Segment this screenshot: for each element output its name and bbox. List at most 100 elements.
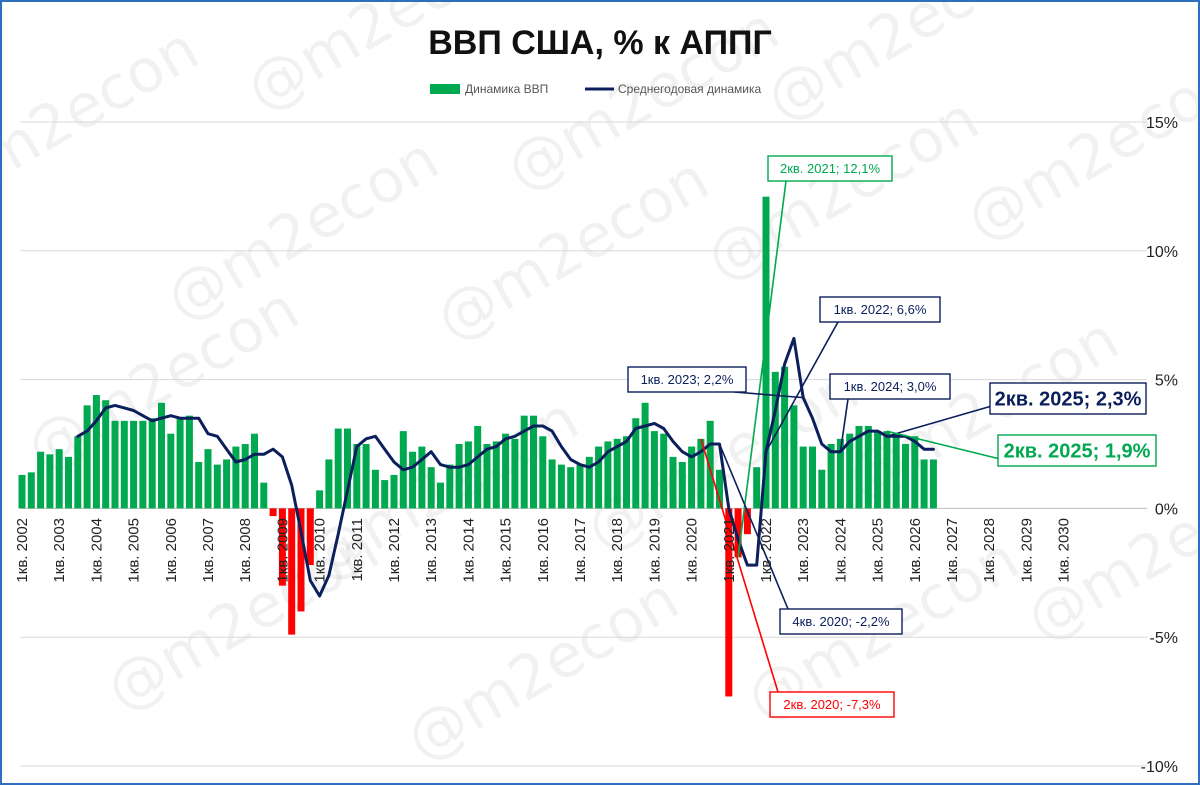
gdp-bar — [278, 508, 286, 586]
x-tick-label: 1кв. 2023 — [795, 518, 812, 583]
gdp-bar — [176, 418, 184, 509]
gdp-bar — [660, 433, 668, 509]
annotation-label: 2кв. 2020; -7,3% — [783, 697, 881, 712]
gdp-bar — [585, 456, 593, 509]
annotation-label: 2кв. 2025; 2,3% — [995, 389, 1142, 411]
gdp-bar — [818, 469, 826, 509]
gdp-bar — [902, 444, 909, 509]
x-tick-label: 1кв. 2010 — [312, 518, 329, 583]
annotation-label: 4кв. 2020; -2,2% — [792, 614, 890, 629]
gdp-bar — [353, 444, 361, 509]
x-tick-label: 1кв. 2022 — [758, 518, 775, 583]
x-tick-label: 1кв. 2020 — [684, 518, 701, 583]
annotation-connector — [765, 321, 839, 453]
annotation-box — [767, 155, 893, 182]
y-tick-label: 10% — [1146, 244, 1178, 261]
gdp-bar — [185, 415, 193, 509]
gdp-bar — [55, 449, 63, 509]
gdp-bar — [874, 431, 882, 509]
watermark-text: @m2econ — [955, 44, 1199, 255]
gdp-bar — [706, 420, 714, 509]
gdp-bar — [446, 464, 454, 509]
gdp-bar — [697, 438, 705, 509]
x-tick-label: 1кв. 2029 — [1018, 518, 1035, 583]
gdp-bar — [83, 405, 91, 509]
x-tick-label: 1кв. 2004 — [88, 518, 105, 583]
x-tick-label: 1кв. 2027 — [944, 518, 961, 583]
annotation-connector — [886, 430, 999, 460]
gdp-bar — [371, 469, 379, 509]
annotations: 2кв. 2021; 12,1% 1кв. 2022; 6,6% 1кв. 2023… — [627, 155, 1157, 718]
grid-lines — [20, 121, 1147, 767]
gdp-bar — [74, 436, 82, 509]
gdp-bar — [799, 446, 807, 509]
gdp-bar — [836, 438, 844, 509]
x-tick-label: 1кв. 2018 — [609, 518, 626, 583]
gdp-bar — [139, 420, 147, 509]
watermark-text: @m2econ — [695, 84, 991, 295]
gdp-bar — [530, 415, 537, 509]
gdp-bar — [809, 446, 816, 509]
watermark-text: @m2econ — [235, 2, 531, 125]
gdp-bar — [725, 508, 733, 697]
x-tick-label: 1кв. 2012 — [386, 518, 403, 583]
annotation-connector — [886, 405, 991, 438]
annotation-connector — [839, 398, 849, 452]
x-tick-label: 1кв. 2006 — [163, 518, 180, 583]
gdp-bars — [18, 196, 937, 697]
avg-line-path — [76, 336, 935, 598]
gdp-bar — [920, 459, 928, 509]
x-tick-label: 1кв. 2013 — [423, 518, 440, 583]
gdp-bar — [344, 428, 351, 509]
gdp-bar — [46, 454, 54, 509]
x-tick-label: 1кв. 2026 — [907, 518, 924, 583]
gdp-bar — [911, 436, 919, 509]
y-tick-label: 15% — [1146, 115, 1178, 132]
gdp-bar — [650, 431, 658, 509]
x-tick-label: 1кв. 2017 — [572, 518, 589, 583]
gdp-bar — [771, 371, 779, 509]
gdp-bar — [688, 446, 696, 509]
gdp-bar — [483, 444, 491, 509]
x-axis-ticks: 1кв. 2002 1кв. 2003 1кв. 2004 1кв. 2005 1кв.… — [14, 518, 1073, 583]
gdp-bar — [781, 366, 789, 509]
gdp-bar — [213, 464, 221, 509]
gdp-bar — [111, 420, 119, 509]
gdp-bar — [502, 433, 510, 509]
gdp-bar — [195, 462, 203, 509]
x-tick-label: 1кв. 2030 — [1056, 518, 1073, 583]
gdp-bar — [595, 446, 603, 509]
gdp-bar — [381, 480, 389, 509]
x-tick-label: 1кв. 2009 — [274, 518, 291, 583]
x-tick-label: 1кв. 2008 — [237, 518, 254, 583]
annotation-connector — [718, 443, 789, 610]
gdp-bar — [232, 446, 240, 509]
annotation-box — [819, 296, 941, 323]
y-tick-label: 5% — [1155, 373, 1178, 390]
legend: Динамика ВВП Среднегодовая динамика — [430, 82, 761, 96]
gdp-bar — [604, 441, 612, 509]
legend-swatch-gdp — [430, 84, 460, 94]
annotation-connector — [700, 438, 779, 693]
gdp-bar — [455, 444, 463, 509]
gdp-bar — [743, 508, 751, 535]
gdp-bar — [892, 433, 900, 509]
annotation-connectors — [700, 180, 999, 693]
gdp-bar — [827, 444, 835, 509]
annotation-label: 2кв. 2025; 1,9% — [1004, 441, 1151, 463]
annotation-box — [989, 382, 1147, 415]
watermark-text: @m2econ — [395, 564, 691, 775]
gdp-bar — [678, 462, 686, 509]
gdp-bar — [734, 508, 742, 558]
gdp-bar — [520, 415, 528, 509]
gdp-bar — [334, 428, 342, 509]
gdp-bar — [474, 425, 482, 509]
gdp-bar — [92, 395, 100, 509]
gdp-bar — [306, 508, 314, 566]
watermark-text: @m2econ — [155, 124, 451, 335]
gdp-bar — [846, 433, 854, 509]
gdp-bar — [855, 425, 863, 509]
gdp-bar — [223, 459, 231, 509]
gdp-bar — [288, 508, 296, 635]
